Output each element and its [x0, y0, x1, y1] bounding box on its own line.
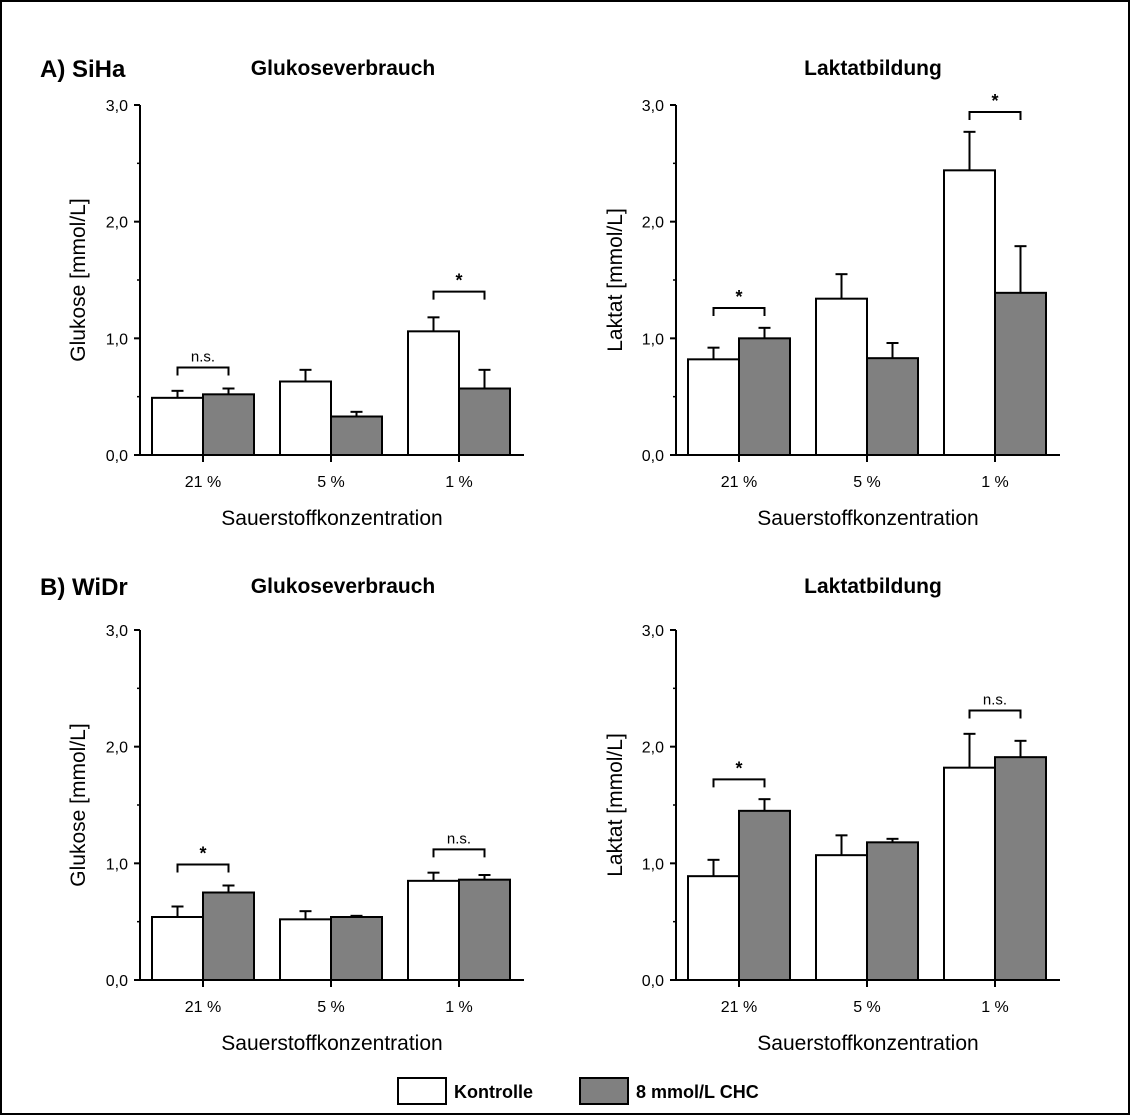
bar	[458, 878, 511, 982]
bar	[687, 875, 740, 982]
bar	[151, 916, 204, 981]
x-tick-label: 1 %	[981, 474, 1009, 491]
significance-bracket	[712, 307, 766, 316]
x-tick-label: 21 %	[185, 474, 221, 491]
significance-label: n.s.	[447, 830, 471, 847]
y-tick-label: 0,0	[106, 448, 128, 465]
bar	[943, 169, 996, 456]
bar	[815, 297, 868, 456]
chart-2: Glukoseverbrauch Sauerstoffkonzentration G…	[67, 575, 524, 1055]
x-axis-title: Sauerstoffkonzentration	[221, 1032, 442, 1055]
bar	[458, 387, 511, 456]
legend-label-chc: 8 mmol/L CHC	[636, 1082, 759, 1102]
chart-title: Laktatbildung	[804, 575, 942, 598]
bar	[738, 337, 791, 457]
x-tick-label: 5 %	[317, 999, 345, 1016]
bar	[866, 357, 919, 456]
bar	[279, 380, 332, 456]
bar	[330, 415, 383, 456]
significance-label: n.s.	[983, 692, 1007, 709]
bar	[866, 841, 919, 981]
bar	[994, 291, 1047, 457]
x-tick-label: 5 %	[853, 474, 881, 491]
y-axis-title: Glukose [mmol/L]	[67, 198, 90, 361]
y-axis-title: Glukose [mmol/L]	[67, 723, 90, 886]
bar	[151, 396, 204, 457]
chart-1: Laktatbildung Sauerstoffkonzentration Lakt…	[604, 57, 1060, 530]
bar	[279, 918, 332, 981]
bar	[202, 891, 255, 981]
y-tick-label: 1,0	[106, 856, 128, 873]
x-tick-label: 21 %	[185, 999, 221, 1016]
significance-label: *	[735, 287, 742, 307]
legend-swatch-kontrolle	[397, 1077, 447, 1105]
x-tick-label: 1 %	[445, 999, 473, 1016]
chart-title: Glukoseverbrauch	[251, 575, 435, 598]
significance-bracket	[176, 366, 230, 376]
y-tick-label: 2,0	[106, 740, 128, 757]
chart-0: Glukoseverbrauch Sauerstoffkonzentration G…	[67, 57, 524, 530]
y-tick-label: 1,0	[106, 331, 128, 348]
y-tick-label: 0,0	[106, 973, 128, 990]
y-tick-label: 3,0	[642, 98, 664, 115]
bar	[994, 756, 1047, 982]
y-tick-label: 0,0	[642, 973, 664, 990]
bar	[738, 809, 791, 981]
x-tick-label: 1 %	[445, 474, 473, 491]
bar	[202, 393, 255, 457]
x-tick-label: 5 %	[853, 999, 881, 1016]
y-axis-title: Laktat [mmol/L]	[604, 208, 627, 352]
bar	[943, 766, 996, 982]
significance-label: *	[199, 844, 206, 864]
x-axis-title: Sauerstoffkonzentration	[757, 1032, 978, 1055]
bar	[330, 916, 383, 981]
bar	[815, 854, 868, 982]
significance-label: *	[735, 758, 742, 778]
x-axis-title: Sauerstoffkonzentration	[221, 507, 442, 530]
significance-label: *	[991, 91, 998, 111]
significance-bracket	[968, 111, 1022, 120]
x-tick-label: 1 %	[981, 999, 1009, 1016]
x-axis-title: Sauerstoffkonzentration	[757, 507, 978, 530]
x-tick-label: 21 %	[721, 999, 757, 1016]
charts-area: Glukoseverbrauch Sauerstoffkonzentration G…	[67, 57, 1060, 1055]
significance-bracket	[176, 863, 230, 873]
significance-bracket	[432, 848, 486, 858]
legend: Kontrolle 8 mmol/L CHC	[397, 1077, 759, 1105]
x-tick-label: 5 %	[317, 474, 345, 491]
legend-swatch-chc	[579, 1077, 629, 1105]
y-tick-label: 3,0	[106, 98, 128, 115]
chart-title: Laktatbildung	[804, 57, 942, 80]
significance-label: n.s.	[191, 349, 215, 366]
y-tick-label: 3,0	[642, 623, 664, 640]
y-tick-label: 3,0	[106, 623, 128, 640]
y-tick-label: 1,0	[642, 856, 664, 873]
significance-bracket	[712, 778, 766, 788]
chart-title: Glukoseverbrauch	[251, 57, 435, 80]
y-tick-label: 2,0	[642, 215, 664, 232]
y-tick-label: 1,0	[642, 331, 664, 348]
panel-label-siha: A) SiHa	[40, 56, 126, 83]
y-axis-title: Laktat [mmol/L]	[604, 733, 627, 877]
bar	[407, 879, 460, 981]
significance-label: *	[455, 271, 462, 291]
chart-3: Laktatbildung Sauerstoffkonzentration Lakt…	[604, 575, 1060, 1055]
legend-label-kontrolle: Kontrolle	[454, 1082, 533, 1102]
y-tick-label: 2,0	[106, 215, 128, 232]
bar	[407, 330, 460, 457]
y-tick-label: 0,0	[642, 448, 664, 465]
significance-bracket	[968, 709, 1022, 719]
y-tick-label: 2,0	[642, 740, 664, 757]
bar	[687, 358, 740, 457]
x-tick-label: 21 %	[721, 474, 757, 491]
significance-bracket	[432, 290, 486, 300]
panel-label-widr: B) WiDr	[40, 574, 128, 601]
